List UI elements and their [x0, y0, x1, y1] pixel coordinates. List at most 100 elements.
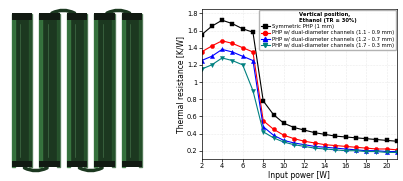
Bar	[122, 14, 142, 167]
PHP w/ dual-diameter channels (1.7 - 0.3 mm)	[384, 151, 389, 153]
PHP w/ dual-diameter channels (1.1 - 0.9 mm)	[199, 51, 204, 53]
PHP w/ dual-diameter channels (1.2 - 0.7 mm)	[333, 147, 338, 149]
Bar	[12, 14, 32, 167]
Symmetric PHP (1 mm)	[230, 23, 235, 25]
FancyArrowPatch shape	[25, 168, 47, 171]
PHP w/ dual-diameter channels (1.2 - 0.7 mm)	[261, 126, 266, 128]
PHP w/ dual-diameter channels (1.2 - 0.7 mm)	[384, 150, 389, 153]
PHP w/ dual-diameter channels (1.7 - 0.3 mm)	[322, 148, 327, 150]
Bar	[39, 14, 60, 167]
PHP w/ dual-diameter channels (1.1 - 0.9 mm)	[302, 140, 307, 142]
Bar	[67, 13, 87, 20]
PHP w/ dual-diameter channels (1.7 - 0.3 mm)	[240, 64, 245, 66]
Bar	[122, 13, 142, 20]
PHP w/ dual-diameter channels (1.2 - 0.7 mm)	[395, 150, 399, 153]
PHP w/ dual-diameter channels (1.1 - 0.9 mm)	[281, 134, 286, 136]
PHP w/ dual-diameter channels (1.2 - 0.7 mm)	[364, 150, 368, 152]
PHP w/ dual-diameter channels (1.7 - 0.3 mm)	[261, 131, 266, 133]
PHP w/ dual-diameter channels (1.7 - 0.3 mm)	[395, 151, 399, 153]
PHP w/ dual-diameter channels (1.1 - 0.9 mm)	[240, 47, 245, 49]
PHP w/ dual-diameter channels (1.1 - 0.9 mm)	[271, 128, 276, 130]
PHP w/ dual-diameter channels (1.7 - 0.3 mm)	[343, 150, 348, 152]
Symmetric PHP (1 mm)	[220, 19, 224, 21]
Symmetric PHP (1 mm)	[343, 136, 348, 138]
Bar	[12, 161, 32, 167]
Bar	[122, 161, 142, 167]
Symmetric PHP (1 mm)	[281, 122, 286, 124]
PHP w/ dual-diameter channels (1.1 - 0.9 mm)	[374, 148, 379, 150]
PHP w/ dual-diameter channels (1.2 - 0.7 mm)	[220, 48, 224, 50]
Symmetric PHP (1 mm)	[353, 137, 358, 139]
PHP w/ dual-diameter channels (1.2 - 0.7 mm)	[230, 51, 235, 53]
Bar	[94, 14, 114, 167]
PHP w/ dual-diameter channels (1.2 - 0.7 mm)	[322, 146, 327, 148]
Symmetric PHP (1 mm)	[302, 129, 307, 131]
Symmetric PHP (1 mm)	[240, 28, 245, 30]
Symmetric PHP (1 mm)	[364, 138, 368, 140]
PHP w/ dual-diameter channels (1.2 - 0.7 mm)	[343, 148, 348, 150]
Line: PHP w/ dual-diameter channels (1.7 - 0.3 mm): PHP w/ dual-diameter channels (1.7 - 0.3…	[199, 56, 399, 155]
PHP w/ dual-diameter channels (1.1 - 0.9 mm)	[364, 147, 368, 149]
Text: N: N	[160, 82, 163, 87]
PHP w/ dual-diameter channels (1.7 - 0.3 mm)	[364, 150, 368, 153]
PHP w/ dual-diameter channels (1.1 - 0.9 mm)	[230, 42, 235, 45]
PHP w/ dual-diameter channels (1.1 - 0.9 mm)	[353, 146, 358, 148]
PHP w/ dual-diameter channels (1.1 - 0.9 mm)	[292, 138, 297, 140]
PHP w/ dual-diameter channels (1.1 - 0.9 mm)	[395, 149, 399, 151]
PHP w/ dual-diameter channels (1.1 - 0.9 mm)	[312, 142, 317, 144]
Y-axis label: Thermal resistance [K/W]: Thermal resistance [K/W]	[177, 36, 185, 133]
FancyArrowPatch shape	[107, 10, 130, 13]
PHP w/ dual-diameter channels (1.7 - 0.3 mm)	[312, 147, 317, 149]
PHP w/ dual-diameter channels (1.7 - 0.3 mm)	[220, 57, 224, 59]
PHP w/ dual-diameter channels (1.7 - 0.3 mm)	[251, 90, 256, 92]
Line: PHP w/ dual-diameter channels (1.1 - 0.9 mm): PHP w/ dual-diameter channels (1.1 - 0.9…	[199, 39, 399, 152]
X-axis label: Input power [W]: Input power [W]	[268, 171, 330, 180]
PHP w/ dual-diameter channels (1.1 - 0.9 mm)	[322, 144, 327, 146]
PHP w/ dual-diameter channels (1.7 - 0.3 mm)	[230, 60, 235, 62]
PHP w/ dual-diameter channels (1.2 - 0.7 mm)	[199, 60, 204, 62]
PHP w/ dual-diameter channels (1.2 - 0.7 mm)	[353, 149, 358, 151]
Bar	[67, 161, 87, 167]
Bar	[12, 13, 32, 20]
Symmetric PHP (1 mm)	[395, 140, 399, 142]
PHP w/ dual-diameter channels (1.7 - 0.3 mm)	[302, 145, 307, 148]
PHP w/ dual-diameter channels (1.7 - 0.3 mm)	[281, 141, 286, 143]
PHP w/ dual-diameter channels (1.2 - 0.7 mm)	[240, 55, 245, 57]
Symmetric PHP (1 mm)	[333, 135, 338, 137]
Symmetric PHP (1 mm)	[322, 133, 327, 135]
Text: Evaporator: Evaporator	[5, 75, 10, 106]
Symmetric PHP (1 mm)	[384, 139, 389, 142]
Symmetric PHP (1 mm)	[312, 132, 317, 134]
PHP w/ dual-diameter channels (1.1 - 0.9 mm)	[220, 40, 224, 42]
FancyArrowPatch shape	[79, 168, 102, 171]
PHP w/ dual-diameter channels (1.1 - 0.9 mm)	[210, 45, 214, 47]
PHP w/ dual-diameter channels (1.2 - 0.7 mm)	[292, 142, 297, 144]
Legend: Symmetric PHP (1 mm), PHP w/ dual-diameter channels (1.1 - 0.9 mm), PHP w/ dual-: Symmetric PHP (1 mm), PHP w/ dual-diamet…	[259, 10, 396, 50]
PHP w/ dual-diameter channels (1.2 - 0.7 mm)	[210, 55, 214, 57]
PHP w/ dual-diameter channels (1.1 - 0.9 mm)	[261, 120, 266, 122]
Bar	[94, 13, 114, 20]
Line: PHP w/ dual-diameter channels (1.2 - 0.7 mm): PHP w/ dual-diameter channels (1.2 - 0.7…	[199, 47, 399, 154]
Bar	[94, 161, 114, 167]
Bar	[39, 13, 60, 20]
PHP w/ dual-diameter channels (1.7 - 0.3 mm)	[199, 68, 204, 70]
PHP w/ dual-diameter channels (1.7 - 0.3 mm)	[210, 64, 214, 66]
Line: Symmetric PHP (1 mm): Symmetric PHP (1 mm)	[199, 18, 399, 143]
Symmetric PHP (1 mm)	[261, 100, 266, 102]
Symmetric PHP (1 mm)	[271, 113, 276, 116]
PHP w/ dual-diameter channels (1.2 - 0.7 mm)	[251, 60, 256, 62]
Bar	[67, 14, 87, 167]
PHP w/ dual-diameter channels (1.7 - 0.3 mm)	[333, 149, 338, 151]
Symmetric PHP (1 mm)	[210, 25, 214, 27]
Symmetric PHP (1 mm)	[251, 31, 256, 33]
PHP w/ dual-diameter channels (1.1 - 0.9 mm)	[384, 148, 389, 150]
PHP w/ dual-diameter channels (1.1 - 0.9 mm)	[343, 145, 348, 148]
Symmetric PHP (1 mm)	[374, 138, 379, 141]
PHP w/ dual-diameter channels (1.1 - 0.9 mm)	[251, 51, 256, 53]
Symmetric PHP (1 mm)	[292, 127, 297, 129]
PHP w/ dual-diameter channels (1.2 - 0.7 mm)	[302, 144, 307, 146]
FancyArrowPatch shape	[52, 10, 75, 13]
PHP w/ dual-diameter channels (1.2 - 0.7 mm)	[374, 150, 379, 152]
PHP w/ dual-diameter channels (1.7 - 0.3 mm)	[271, 137, 276, 139]
Bar	[39, 161, 60, 167]
